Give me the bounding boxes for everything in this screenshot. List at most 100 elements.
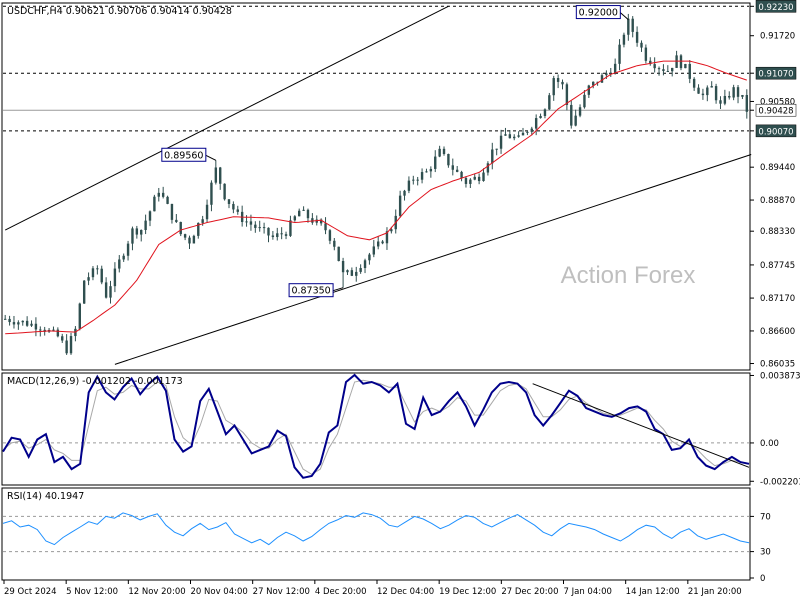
- annotation-box: [161, 147, 207, 162]
- rsi-tick-label: 70: [760, 512, 771, 522]
- moving-average-line: [5, 60, 747, 335]
- annotation-box: [288, 283, 334, 298]
- candle-body: [315, 219, 318, 223]
- candle-body: [578, 107, 582, 116]
- rsi-panel: RSI(14) 40.1947 70 30 0: [1, 487, 771, 584]
- candle-body: [543, 109, 547, 117]
- candle-body: [649, 60, 652, 65]
- time-tick-label: 29 Oct 2024: [4, 587, 57, 597]
- rsi-tick-label: 30: [760, 548, 771, 558]
- candle-body: [56, 329, 60, 337]
- time-tick-label: 14 Jan 12:00: [626, 587, 680, 597]
- rsi-line: [2, 512, 750, 546]
- candle-body: [192, 235, 196, 244]
- price-level-box: [755, 103, 797, 117]
- candle-body: [732, 87, 735, 98]
- time-axis: 29 Oct 2024 5 Nov 12:00 12 Nov 20:00 20 Nov…: [3, 580, 742, 597]
- price-panel-frame: [1, 2, 751, 371]
- candle-body: [368, 254, 371, 261]
- candle-body: [697, 87, 700, 94]
- candle-body: [635, 31, 639, 43]
- candle-body: [355, 271, 358, 276]
- candle-body: [381, 241, 384, 244]
- candle-body: [657, 68, 661, 70]
- candle-body: [350, 270, 354, 276]
- candle-body: [144, 220, 147, 231]
- candle-body: [723, 95, 727, 104]
- macd-title: MACD(12,26,9) -0.001202 -0.001173: [7, 376, 183, 387]
- candle-body: [359, 268, 362, 272]
- candle-body: [372, 246, 376, 255]
- candle-body: [403, 190, 406, 196]
- candle-body: [688, 63, 691, 79]
- candle-body: [385, 231, 389, 244]
- annotation-leader: [205, 154, 217, 161]
- candle-body: [600, 75, 604, 83]
- rsi-tick-label: 0: [760, 574, 765, 584]
- candle-body: [210, 182, 213, 205]
- candle-body: [109, 286, 112, 298]
- candle-body: [447, 153, 450, 166]
- watermark-text: Action Forex: [561, 262, 696, 289]
- time-tick-label: 27 Dec 20:00: [501, 587, 558, 597]
- price-level-box: [755, 0, 797, 13]
- candle-body: [442, 148, 446, 154]
- candle-body: [170, 203, 174, 220]
- price-level-lines: [3, 5, 749, 132]
- annotation-label: 0.89560: [164, 150, 203, 161]
- candle-body: [140, 230, 143, 235]
- candle-body: [486, 163, 490, 173]
- candle-body: [574, 115, 577, 126]
- price-level-label: 0.90428: [758, 107, 793, 117]
- channel-lower-line: [114, 154, 752, 365]
- macd-axis: 0.003873 0.00 -0.002201: [750, 371, 800, 487]
- candle-body: [719, 100, 722, 104]
- candle-body: [491, 149, 494, 164]
- candlestick-series: [3, 13, 749, 355]
- candle-body: [412, 179, 415, 181]
- time-tick-label: 12 Nov 20:00: [128, 587, 185, 597]
- candle-body: [618, 44, 621, 64]
- candle-body: [122, 255, 125, 260]
- candle-body: [561, 81, 564, 85]
- candle-body: [254, 224, 257, 228]
- candle-body: [451, 165, 454, 170]
- candle-body: [96, 268, 99, 270]
- candle-body: [25, 320, 29, 326]
- candle-body: [398, 195, 402, 216]
- candle-body: [482, 172, 485, 182]
- candle-body: [741, 94, 744, 97]
- candle-body: [333, 240, 336, 247]
- candle-body: [12, 322, 16, 325]
- macd-tick-label: 0.00: [760, 439, 779, 449]
- candle-body: [675, 55, 678, 68]
- candle-body: [166, 196, 169, 204]
- candle-body: [249, 221, 253, 225]
- macd-tick-label: 0.003873: [760, 371, 800, 381]
- candle-body: [337, 246, 340, 262]
- price-level-label: 0.91070: [758, 70, 793, 80]
- candle-body: [262, 227, 266, 229]
- candle-body: [706, 87, 709, 96]
- annotation-leader: [619, 12, 629, 20]
- candle-body: [469, 179, 472, 184]
- candle-body: [653, 64, 656, 69]
- macd-panel: MACD(12,26,9) -0.001202 -0.001173 0.0038…: [1, 371, 800, 487]
- candle-body: [223, 183, 226, 200]
- macd-trendline: [532, 383, 750, 468]
- candle-body: [622, 34, 626, 45]
- candle-body: [258, 227, 261, 229]
- trend-channel: [4, 5, 752, 365]
- annotation-box: [575, 5, 621, 20]
- candle-body: [183, 234, 187, 238]
- candle-body: [644, 47, 648, 61]
- candle-body: [284, 234, 288, 236]
- candle-body: [473, 176, 476, 180]
- candle-body: [552, 78, 555, 96]
- candle-body: [267, 227, 270, 236]
- candle-body: [118, 259, 121, 269]
- candle-body: [34, 323, 38, 330]
- candle-body: [100, 268, 103, 283]
- time-tick-label: 5 Nov 12:00: [66, 587, 118, 597]
